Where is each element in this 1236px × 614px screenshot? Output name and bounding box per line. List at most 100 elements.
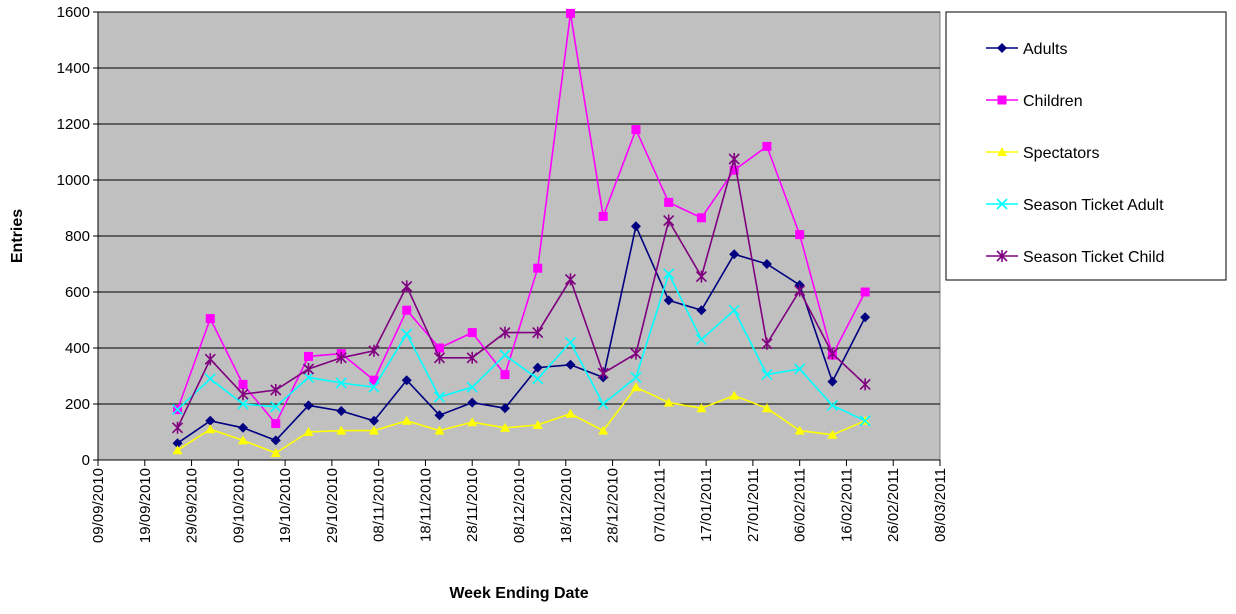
x-tick-label: 17/01/2011: [698, 468, 715, 542]
x-tick-label: 18/12/2010: [558, 468, 575, 543]
series-season-ticket-child: [171, 153, 871, 434]
data-point: [630, 371, 642, 383]
data-point: [466, 351, 478, 364]
legend-item-spectators: Spectators: [986, 145, 1099, 162]
data-point: [695, 270, 707, 283]
y-tick-label: 0: [82, 452, 90, 469]
series-line: [176, 271, 866, 422]
data-point: [401, 328, 413, 340]
data-point: [336, 425, 347, 435]
data-point: [826, 399, 838, 411]
data-point: [270, 435, 281, 446]
data-point: [302, 363, 315, 375]
legend-item-season-ticket-child: Season Ticket Child: [986, 249, 1164, 266]
data-point: [402, 305, 412, 315]
data-point: [171, 404, 184, 416]
x-tick-label: 08/11/2010: [371, 468, 388, 542]
legend-label: Season Ticket Adult: [1023, 197, 1164, 214]
data-point: [401, 375, 412, 386]
data-point: [238, 422, 249, 433]
data-point: [499, 422, 510, 432]
data-point: [630, 382, 641, 392]
data-point: [794, 363, 806, 375]
data-point: [336, 406, 347, 416]
series-children: [173, 8, 870, 429]
data-point: [204, 373, 216, 385]
data-point: [997, 95, 1007, 105]
data-point: [500, 370, 510, 380]
data-point: [335, 351, 347, 364]
y-tick-label: 200: [65, 396, 90, 413]
data-point: [270, 401, 282, 413]
legend-label: Season Ticket Child: [1023, 249, 1164, 266]
data-point: [696, 403, 707, 413]
data-point: [996, 250, 1008, 262]
x-tick-label: 28/12/2010: [605, 468, 622, 543]
data-point: [728, 304, 740, 316]
data-point: [997, 43, 1007, 53]
data-point: [238, 379, 248, 389]
data-point: [532, 362, 543, 373]
data-point: [368, 344, 380, 357]
series-line: [176, 158, 866, 429]
x-tick-label: 18/11/2010: [417, 468, 434, 542]
data-point: [664, 197, 674, 207]
data-point: [695, 334, 707, 346]
data-point: [304, 351, 313, 361]
y-tick-label: 800: [65, 228, 90, 245]
data-point: [368, 425, 379, 435]
data-point: [826, 347, 838, 360]
data-point: [597, 398, 609, 410]
data-point: [565, 408, 576, 418]
data-point: [728, 153, 740, 165]
data-point: [598, 211, 608, 221]
data-point: [762, 141, 772, 151]
data-point: [303, 427, 314, 436]
data-point: [630, 347, 642, 360]
x-axis-label: Week Ending Date: [449, 585, 588, 602]
x-tick-label: 06/02/2011: [792, 468, 809, 542]
data-point: [997, 147, 1007, 156]
data-point: [401, 415, 412, 425]
data-point: [996, 198, 1008, 210]
data-point: [467, 417, 478, 427]
data-point: [761, 337, 773, 350]
data-point: [238, 435, 249, 445]
data-point: [598, 425, 609, 435]
data-point: [663, 295, 674, 306]
x-tick-label: 09/09/2010: [90, 468, 107, 543]
legend-label: Adults: [1023, 41, 1067, 58]
data-point: [663, 397, 674, 407]
series-line: [177, 386, 866, 454]
x-tick-label: 19/09/2010: [137, 468, 154, 543]
x-tick-label: 16/02/2011: [838, 468, 855, 542]
data-point: [860, 312, 871, 323]
series-spectators: [172, 382, 871, 457]
data-point: [433, 351, 446, 364]
data-point: [761, 403, 772, 413]
data-point: [172, 445, 183, 455]
data-point: [369, 375, 379, 385]
legend-label: Spectators: [1023, 145, 1099, 162]
x-tick-label: 08/03/2011: [932, 468, 949, 542]
data-point: [533, 263, 543, 273]
data-point: [434, 410, 445, 421]
data-point: [434, 343, 444, 353]
data-point: [499, 326, 511, 339]
data-point: [696, 213, 706, 223]
data-point: [171, 421, 184, 434]
y-tick-label: 1400: [57, 60, 90, 77]
x-tick-label: 09/10/2010: [230, 468, 247, 543]
data-point: [630, 221, 641, 232]
data-point: [499, 403, 510, 414]
legend-item-children: Children: [986, 93, 1083, 110]
x-tick-label: 08/12/2010: [511, 468, 528, 543]
data-point: [564, 273, 577, 286]
data-point: [434, 425, 445, 435]
y-axis-label: Entries: [9, 209, 26, 263]
data-point: [859, 415, 871, 427]
data-point: [564, 336, 577, 348]
data-point: [303, 400, 314, 411]
data-point: [368, 415, 379, 426]
